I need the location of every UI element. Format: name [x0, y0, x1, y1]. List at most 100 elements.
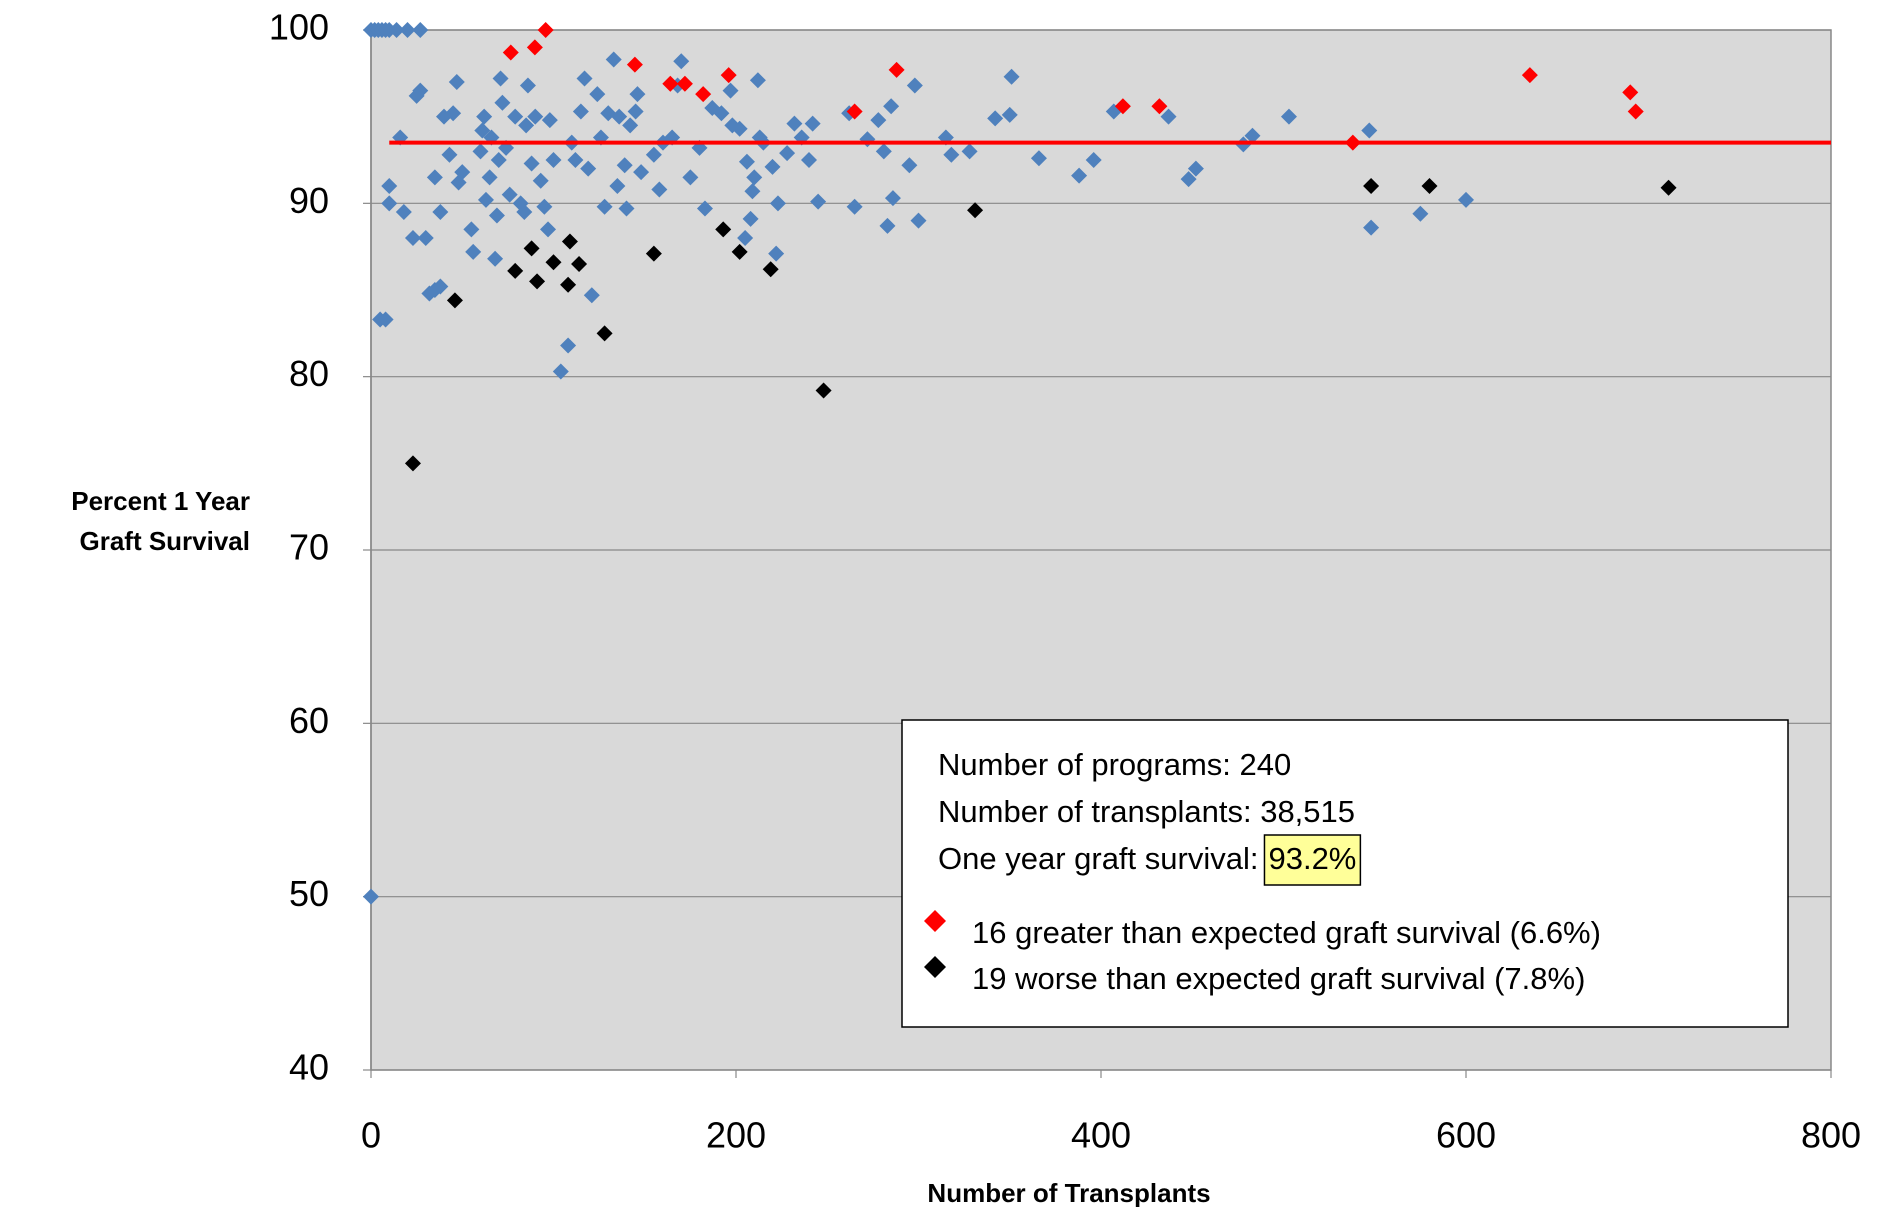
data-point: [744, 183, 761, 200]
data-point: [804, 115, 821, 132]
data-point: [815, 382, 832, 399]
data-point: [764, 158, 781, 175]
data-point: [629, 86, 646, 103]
data-point: [445, 105, 462, 122]
data-point: [381, 195, 398, 212]
data-point: [662, 75, 679, 92]
data-point: [1071, 167, 1088, 184]
data-point: [1280, 108, 1297, 125]
data-point: [507, 108, 524, 125]
data-point: [432, 278, 449, 295]
data-point: [768, 245, 785, 262]
data-point: [536, 198, 553, 215]
data-point: [492, 70, 509, 87]
data-point: [1627, 103, 1644, 120]
data-point: [1160, 108, 1177, 125]
data-point: [879, 217, 896, 234]
data-point: [596, 198, 613, 215]
data-point: [388, 22, 405, 38]
data-point: [494, 94, 511, 111]
x-tick-label: 0: [361, 1115, 381, 1156]
legend-label: 16 greater than expected graft survival …: [972, 915, 1601, 950]
data-point: [1151, 98, 1168, 115]
data-point: [561, 233, 578, 250]
legend-label: 19 worse than expected graft survival (7…: [972, 961, 1585, 996]
data-point: [1521, 67, 1538, 84]
data-point: [481, 169, 498, 186]
data-point: [441, 146, 458, 163]
data-point: [532, 172, 549, 189]
data-point: [487, 250, 504, 267]
data-point: [1187, 160, 1204, 177]
data-point: [943, 146, 960, 163]
data-point: [412, 82, 429, 99]
data-point: [742, 210, 759, 227]
data-point: [541, 112, 558, 129]
x-tick-label: 800: [1801, 1115, 1861, 1156]
legend: Number of programs: 240 Number of transpl…: [901, 719, 1789, 1028]
y-axis-label: Graft Survival: [79, 526, 250, 556]
data-point: [516, 204, 533, 220]
data-point: [1363, 178, 1380, 194]
data-point: [426, 169, 443, 186]
data-point: [884, 190, 901, 207]
data-point: [363, 888, 379, 905]
y-tick-label: 80: [289, 353, 329, 394]
data-point: [605, 51, 622, 68]
y-tick-label: 50: [289, 873, 329, 914]
data-point: [961, 143, 978, 160]
data-point: [801, 152, 817, 168]
data-point: [1085, 152, 1102, 168]
data-point: [616, 157, 633, 174]
highlight-text: 93.2%: [1268, 841, 1356, 876]
data-point: [1458, 191, 1474, 208]
data-point: [540, 221, 557, 238]
y-tick-label: 40: [289, 1047, 329, 1088]
data-point: [1030, 150, 1047, 167]
points: [363, 22, 1831, 905]
y-tick-label: 70: [289, 527, 329, 568]
data-point: [527, 108, 544, 125]
data-point: [731, 120, 748, 137]
data-point: [1363, 219, 1380, 236]
data-point: [560, 276, 577, 293]
data-point: [722, 82, 739, 99]
data-point: [910, 212, 927, 229]
data-point: [870, 112, 887, 129]
data-point: [1622, 84, 1639, 101]
data-point: [715, 221, 732, 238]
data-point: [399, 22, 416, 38]
data-point: [645, 146, 662, 163]
data-point: [720, 67, 737, 84]
data-point: [846, 103, 863, 120]
data-point: [395, 204, 412, 220]
data-point: [560, 337, 577, 354]
data-point: [523, 240, 540, 257]
y-tick-label: 60: [289, 700, 329, 741]
data-point: [589, 86, 606, 103]
data-point: [875, 143, 892, 160]
data-point: [901, 157, 918, 174]
data-point: [713, 105, 730, 122]
data-point: [682, 169, 699, 186]
data-point: [477, 191, 494, 208]
data-point: [571, 256, 588, 272]
annotation-line: One year graft survival:: [938, 841, 1258, 876]
data-point: [576, 70, 593, 87]
data-point: [537, 22, 554, 38]
data-point: [1003, 68, 1020, 85]
data-point: [474, 122, 491, 139]
data-point: [609, 178, 626, 194]
data-point: [883, 98, 900, 115]
data-point: [583, 287, 600, 304]
data-point: [1244, 127, 1261, 144]
data-point: [523, 155, 540, 172]
data-point: [738, 153, 755, 170]
data-point: [567, 152, 584, 168]
annotation-line: Number of programs: 240: [938, 747, 1291, 782]
data-point: [676, 75, 693, 92]
data-point: [1361, 122, 1378, 139]
data-point: [737, 230, 754, 246]
data-point: [518, 117, 535, 134]
data-point: [490, 152, 507, 168]
